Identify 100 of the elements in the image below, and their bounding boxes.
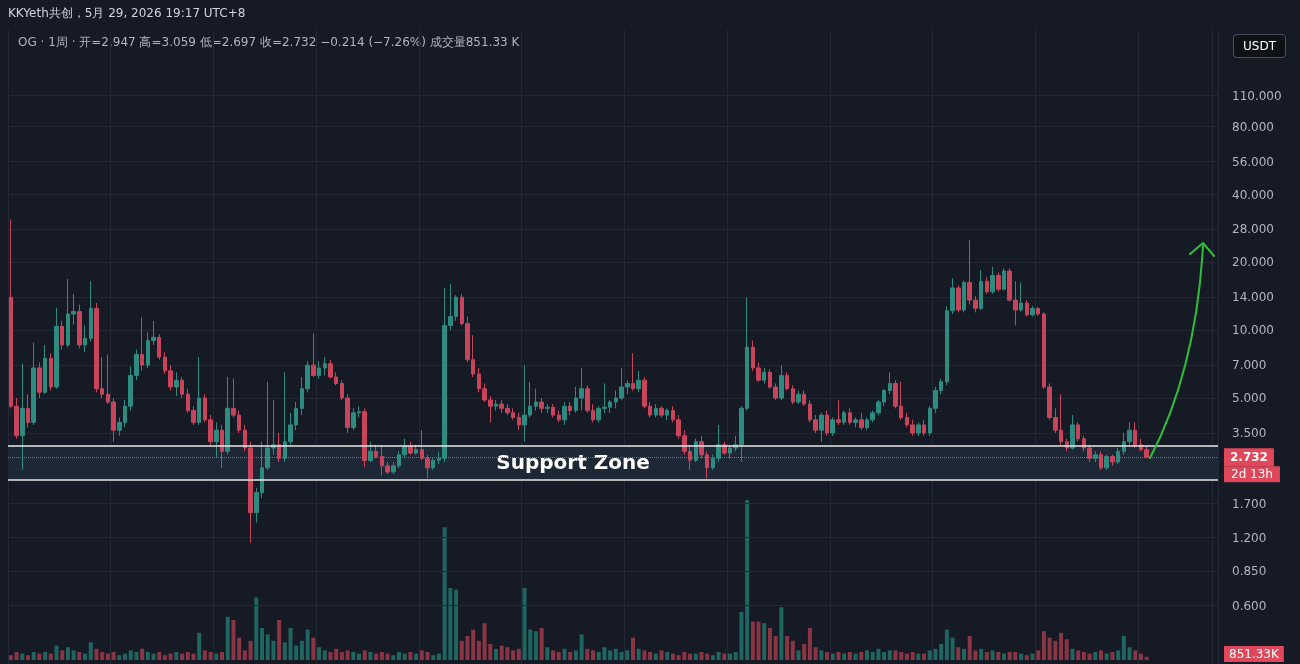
bar: [579, 634, 584, 660]
bar: [813, 647, 818, 660]
bar: [248, 640, 253, 660]
candlestick: [785, 371, 789, 391]
bar: [979, 648, 984, 660]
bar: [910, 652, 915, 660]
bar: [1070, 648, 1075, 660]
bar: [311, 637, 316, 660]
bar: [990, 650, 995, 660]
bar: [511, 650, 516, 660]
candlestick: [311, 332, 316, 378]
bar: [242, 650, 247, 660]
bar: [716, 652, 721, 660]
bar: [562, 648, 567, 660]
candlestick: [197, 356, 201, 426]
band-label: Support Zone: [496, 450, 650, 475]
candlestick: [568, 401, 572, 416]
bar: [790, 640, 795, 660]
bar: [710, 655, 715, 660]
bar: [214, 653, 219, 660]
bar: [282, 642, 287, 660]
bar: [408, 652, 413, 660]
bar: [630, 637, 635, 660]
bar: [551, 650, 556, 660]
bar: [785, 636, 790, 660]
candlestick: [859, 412, 864, 431]
candlestick: [819, 412, 824, 443]
bar: [362, 650, 367, 660]
candlestick: [323, 356, 327, 376]
bar: [585, 648, 590, 660]
candlestick: [60, 320, 64, 351]
candlestick: [77, 304, 82, 349]
candlestick: [830, 416, 835, 437]
bar: [1024, 655, 1029, 660]
candlestick: [374, 444, 378, 459]
bar: [950, 637, 955, 660]
bar: [174, 652, 179, 660]
bar: [1116, 650, 1121, 660]
bar: [157, 652, 162, 660]
candlestick: [37, 361, 42, 399]
candlestick: [956, 284, 961, 313]
bar: [476, 640, 481, 660]
bar: [425, 652, 430, 660]
bar: [688, 653, 693, 660]
y-tick-label: 110.000: [1232, 88, 1282, 103]
bar: [94, 648, 99, 660]
bar: [419, 650, 424, 660]
bar: [830, 653, 835, 660]
bar: [722, 653, 727, 660]
bar: [762, 623, 767, 660]
bar: [984, 652, 989, 660]
bar: [77, 652, 82, 660]
candlestick: [631, 352, 635, 391]
candlestick: [54, 307, 59, 390]
candlestick: [225, 376, 230, 456]
bar: [454, 589, 459, 660]
candlestick: [1116, 447, 1120, 465]
bar: [636, 648, 641, 660]
bar: [962, 648, 967, 660]
bar: [882, 652, 887, 660]
bar: [807, 628, 812, 660]
candlestick: [1099, 450, 1103, 471]
bar: [539, 628, 544, 660]
bar: [43, 652, 48, 660]
bar: [904, 653, 909, 660]
bar: [659, 650, 664, 660]
bar: [853, 653, 858, 660]
bar: [402, 653, 407, 660]
bar: [202, 650, 207, 660]
bar: [1081, 652, 1086, 660]
bar: [705, 653, 710, 660]
candlestick: [49, 352, 53, 391]
y-axis-title: USDT: [1243, 39, 1277, 53]
bar: [471, 629, 476, 660]
candlestick: [317, 360, 321, 380]
candlestick: [1070, 414, 1075, 451]
candlestick: [562, 401, 567, 426]
bar: [1036, 650, 1041, 660]
bar: [328, 652, 333, 660]
candlestick: [654, 403, 658, 418]
bar: [414, 653, 419, 660]
candlestick: [665, 407, 669, 421]
candlestick: [220, 424, 224, 469]
candlestick: [853, 416, 858, 428]
bar: [368, 652, 373, 660]
chart-title: KKYeth共创，5月 29, 2026 19:17 UTC+8: [8, 6, 246, 20]
bar: [556, 652, 561, 660]
bar: [516, 648, 521, 660]
bar: [939, 644, 944, 660]
bar: [693, 653, 698, 660]
bar: [396, 652, 401, 660]
bar: [665, 652, 670, 660]
candlestick: [922, 419, 926, 437]
candlestick: [180, 376, 184, 399]
bar: [305, 629, 310, 660]
bar: [728, 653, 732, 660]
bar: [1133, 650, 1138, 660]
candlestick: [517, 412, 521, 431]
y-tick-label: 20.000: [1232, 255, 1274, 270]
candlestick: [762, 367, 766, 385]
